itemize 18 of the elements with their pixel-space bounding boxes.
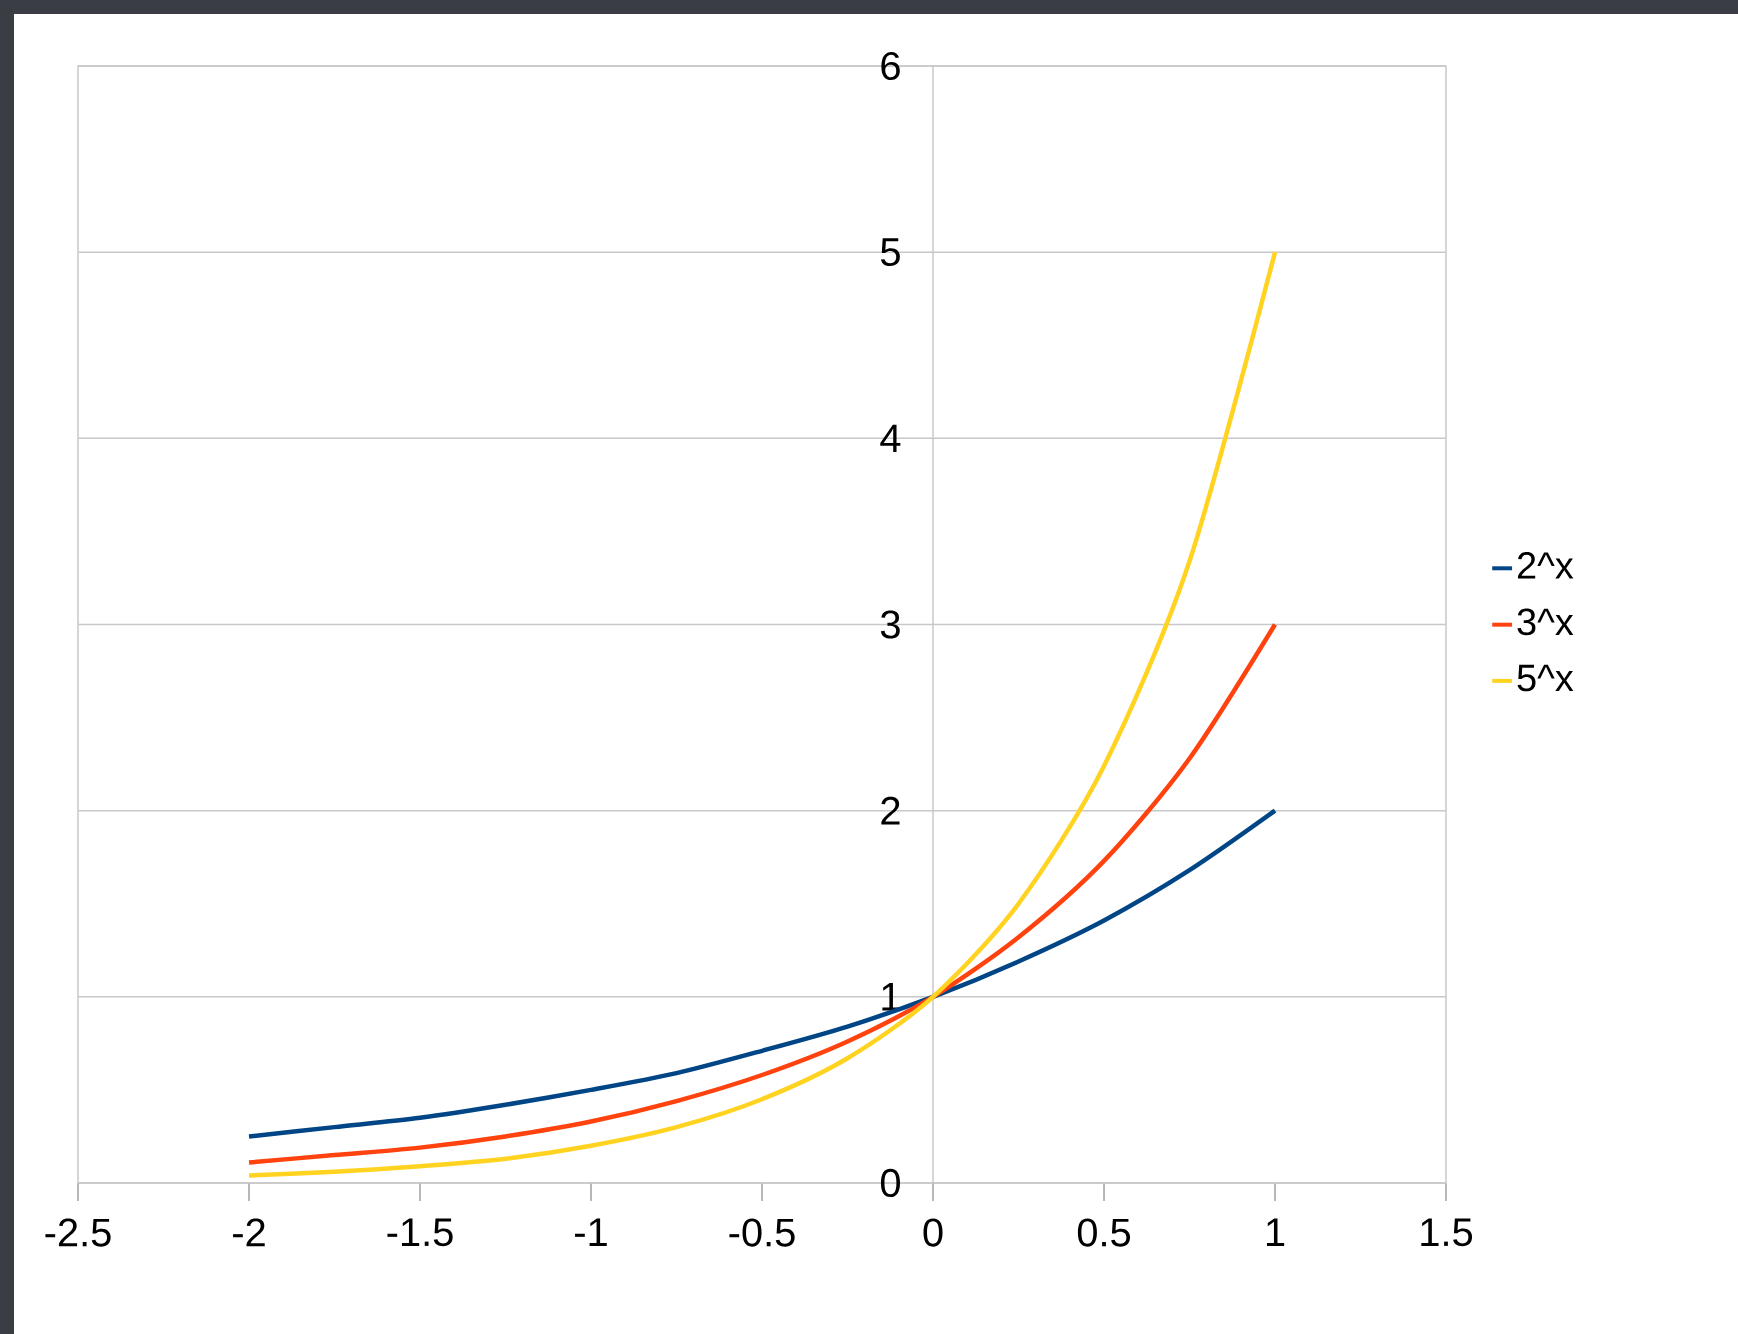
y-tick-label: 2 (881, 796, 900, 825)
x-tick-label: -1 (575, 1218, 607, 1246)
legend-label: 2^x (1517, 552, 1574, 579)
x-tick-label: -1.5 (387, 1218, 453, 1247)
x-tick-label: 1.5 (1421, 1218, 1473, 1247)
legend-label: 3^x (1517, 608, 1574, 636)
x-tick-label: 0 (923, 1218, 943, 1247)
legend-label: 5^x (1517, 664, 1574, 692)
y-tick-label: 6 (881, 51, 900, 81)
y-tick-label: 4 (880, 424, 901, 453)
y-tick-label: 3 (880, 610, 900, 639)
y-tick-label: 0 (880, 1168, 900, 1198)
x-tick-label: -2 (233, 1218, 265, 1247)
x-tick-label: 1 (1266, 1218, 1285, 1246)
x-tick-label: -2.5 (45, 1218, 111, 1247)
y-tick-label: 5 (880, 238, 900, 267)
x-tick-label: 0.5 (1077, 1218, 1131, 1247)
x-tick-label: -0.5 (729, 1218, 795, 1247)
